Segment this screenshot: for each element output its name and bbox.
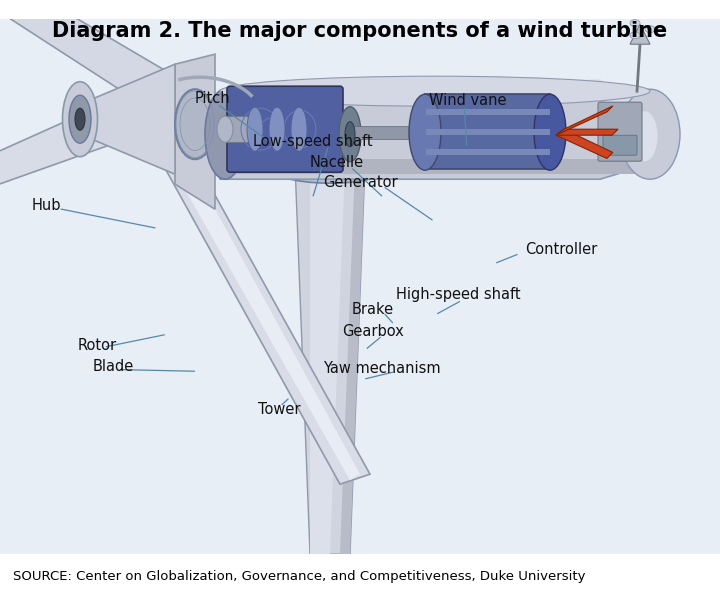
Polygon shape bbox=[426, 109, 550, 115]
Polygon shape bbox=[80, 64, 175, 174]
Text: Wind vane: Wind vane bbox=[429, 93, 507, 108]
Polygon shape bbox=[165, 144, 360, 480]
FancyBboxPatch shape bbox=[598, 102, 642, 161]
Ellipse shape bbox=[630, 32, 640, 39]
Ellipse shape bbox=[345, 122, 355, 146]
Polygon shape bbox=[426, 129, 550, 135]
Text: Rotor: Rotor bbox=[78, 338, 117, 353]
FancyBboxPatch shape bbox=[603, 135, 637, 155]
Ellipse shape bbox=[205, 89, 245, 179]
Polygon shape bbox=[426, 149, 550, 155]
Ellipse shape bbox=[339, 107, 361, 162]
Text: Pitch: Pitch bbox=[194, 91, 230, 106]
Ellipse shape bbox=[220, 76, 650, 106]
Polygon shape bbox=[350, 126, 430, 139]
Text: Yaw mechanism: Yaw mechanism bbox=[323, 361, 441, 376]
Text: Diagram 2. The major components of a wind turbine: Diagram 2. The major components of a win… bbox=[53, 21, 667, 41]
Ellipse shape bbox=[75, 108, 85, 130]
Ellipse shape bbox=[291, 107, 307, 151]
Text: Generator: Generator bbox=[323, 175, 397, 190]
Polygon shape bbox=[310, 164, 345, 554]
Ellipse shape bbox=[217, 116, 233, 142]
Text: Brake: Brake bbox=[352, 302, 394, 317]
Text: Tower: Tower bbox=[258, 402, 301, 417]
Ellipse shape bbox=[265, 145, 395, 183]
Polygon shape bbox=[160, 144, 370, 484]
Polygon shape bbox=[225, 116, 260, 142]
Polygon shape bbox=[220, 79, 650, 124]
Ellipse shape bbox=[269, 107, 285, 151]
Polygon shape bbox=[175, 54, 215, 209]
Text: Nacelle: Nacelle bbox=[310, 155, 364, 170]
Ellipse shape bbox=[247, 107, 263, 151]
Polygon shape bbox=[0, 19, 720, 554]
Text: High-speed shaft: High-speed shaft bbox=[396, 287, 521, 302]
Ellipse shape bbox=[409, 94, 441, 170]
Ellipse shape bbox=[63, 82, 97, 157]
Polygon shape bbox=[630, 24, 650, 44]
Polygon shape bbox=[0, 99, 140, 189]
Text: SOURCE: Center on Globalization, Governance, and Competitiveness, Duke Universit: SOURCE: Center on Globalization, Governa… bbox=[13, 570, 585, 583]
Polygon shape bbox=[556, 129, 618, 135]
Polygon shape bbox=[425, 94, 550, 169]
Polygon shape bbox=[340, 164, 365, 554]
Text: Blade: Blade bbox=[92, 359, 133, 375]
Text: Gearbox: Gearbox bbox=[342, 323, 404, 339]
Polygon shape bbox=[556, 106, 613, 135]
Ellipse shape bbox=[632, 111, 657, 161]
Text: Hub: Hub bbox=[32, 198, 61, 213]
Polygon shape bbox=[220, 159, 650, 174]
Ellipse shape bbox=[645, 26, 655, 33]
Polygon shape bbox=[295, 164, 365, 554]
Ellipse shape bbox=[175, 89, 215, 159]
Ellipse shape bbox=[630, 20, 640, 27]
Polygon shape bbox=[0, 0, 180, 109]
Ellipse shape bbox=[620, 89, 680, 179]
Text: Controller: Controller bbox=[526, 242, 598, 257]
Text: Low-speed shaft: Low-speed shaft bbox=[253, 134, 373, 149]
Ellipse shape bbox=[265, 139, 395, 169]
Ellipse shape bbox=[69, 95, 91, 143]
Polygon shape bbox=[220, 89, 650, 179]
FancyBboxPatch shape bbox=[227, 86, 343, 172]
Ellipse shape bbox=[534, 94, 566, 170]
Polygon shape bbox=[556, 129, 613, 159]
